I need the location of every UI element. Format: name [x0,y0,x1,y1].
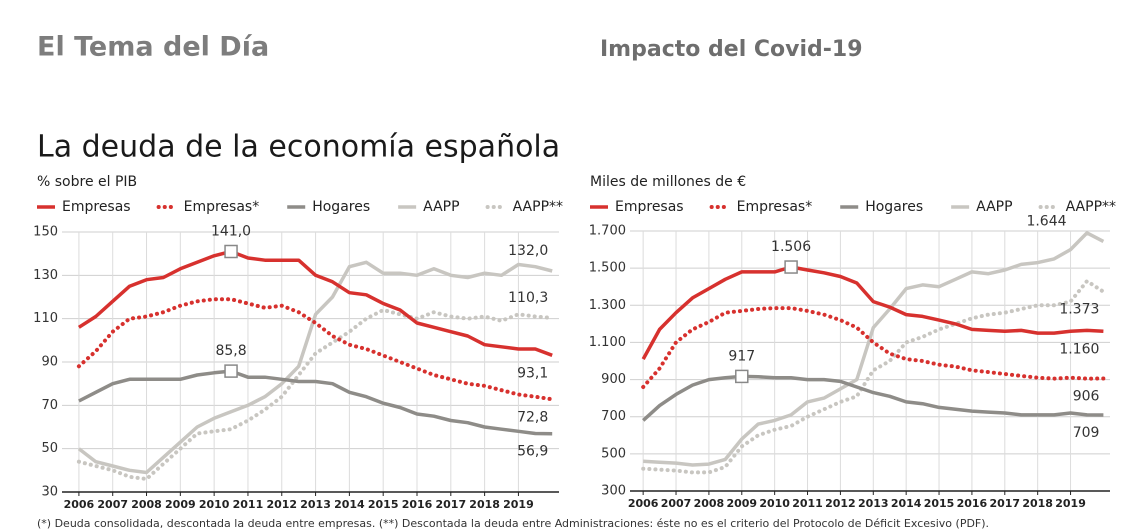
x-tick-label: 2010 [199,498,230,511]
x-tick-label: 2019 [1055,497,1086,510]
topic: Impacto del Covid-19 [600,37,863,62]
legend-label: Empresas* [184,199,260,215]
series-line [641,306,1106,389]
annotation-marker [784,260,798,274]
x-tick-label: 2009 [726,497,757,510]
x-tick-label: 2008 [131,498,162,511]
y-tick-label: 500 [601,446,626,461]
series-line [641,265,1104,360]
y-tick-label: 700 [601,409,626,424]
x-tick-label: 2009 [165,498,196,511]
y-tick-label: 150 [33,225,58,240]
annotation-label: 132,0 [508,243,548,259]
x-tick-label: 2006 [64,498,95,511]
x-tick-label: 2016 [402,498,433,511]
series-line [77,260,553,475]
y-tick-label: 110 [33,311,58,326]
x-tick-label: 2017 [435,498,466,511]
x-tick-label: 2011 [792,497,823,510]
x-tick-label: 2010 [759,497,790,510]
annotation-label: 917 [728,348,755,364]
x-tick-label: 2013 [858,497,889,510]
x-tick-label: 2008 [694,497,725,510]
annotation-label: 85,8 [215,343,246,359]
annotation-label: 72,8 [517,409,548,425]
chart-title: La deuda de la economía española [37,130,560,165]
x-tick-label: 2018 [469,498,500,511]
series-line [642,374,1104,422]
y-tick-label: 1.500 [589,261,626,276]
series-line [76,307,555,482]
y-tick-label: 1.700 [589,224,626,239]
annotation-label: 906 [1073,388,1100,404]
x-tick-label: 2018 [1022,497,1053,510]
annotation-label: 56,9 [517,444,548,460]
legend-label: Empresas [62,199,131,215]
annotation-label: 1.373 [1059,302,1099,318]
x-tick-label: 2006 [628,497,659,510]
section-title: El Tema del Día [37,32,269,63]
x-tick-label: 2015 [368,498,399,511]
y-tick-label: 1.300 [589,298,626,313]
annotation-marker [224,244,238,259]
y-tick-label: 90 [41,355,58,370]
x-tick-label: 2014 [334,498,365,511]
annotation-label: 1.160 [1059,341,1099,357]
annotation-label: 1.644 [1026,213,1066,229]
y-tick-label: 50 [41,441,58,456]
y-axis-label: Miles de millones de € [590,174,746,190]
y-tick-label: 1.100 [589,335,626,350]
annotation-marker [224,364,238,378]
x-tick-label: 2007 [661,497,692,510]
x-tick-label: 2015 [924,497,955,510]
series-line [78,369,553,436]
y-tick-label: 300 [601,484,626,499]
y-axis-label: % sobre el PIB [37,174,137,190]
x-tick-label: 2014 [891,497,922,510]
annotation-marker [735,369,749,384]
annotation-label: 709 [1073,425,1100,441]
legend-label: Empresas* [737,199,813,215]
annotation-label: 93,1 [517,365,548,381]
y-tick-label: 70 [41,398,58,413]
legend-label: Empresas [615,199,684,215]
legend-label: AAPP [976,199,1012,215]
series-line [76,297,555,402]
annotation-label: 1.506 [771,239,811,255]
x-tick-label: 2012 [825,497,856,510]
annotation-label: 141,0 [211,224,251,240]
legend-label: AAPP** [1066,199,1116,215]
x-tick-label: 2019 [503,498,534,511]
legend-label: Hogares [865,199,923,215]
y-tick-label: 30 [41,485,58,500]
x-tick-label: 2013 [300,498,331,511]
x-tick-label: 2017 [989,497,1020,510]
series-line [643,231,1105,467]
series-line [77,249,553,357]
x-tick-label: 2011 [233,498,264,511]
x-tick-label: 2012 [266,498,297,511]
x-tick-label: 2016 [957,497,988,510]
footnote: (*) Deuda consolidada, descontada la deu… [37,517,989,529]
series-line [641,278,1106,475]
x-tick-label: 2007 [97,498,128,511]
y-tick-label: 130 [33,268,58,283]
annotation-label: 110,3 [508,290,548,306]
legend-label: AAPP** [513,199,563,215]
y-tick-label: 900 [601,372,626,387]
legend-label: Hogares [312,199,370,215]
legend-label: AAPP [423,199,459,215]
